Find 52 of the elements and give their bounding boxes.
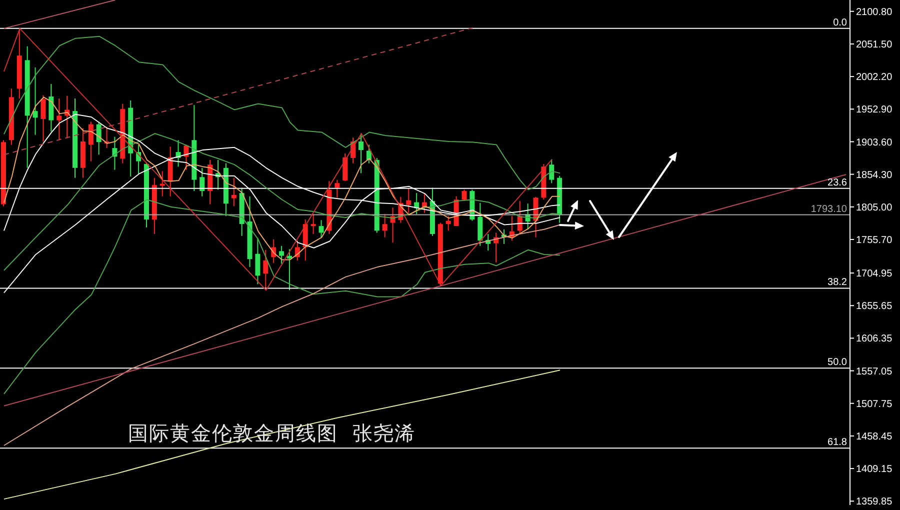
line-series [3, 96, 561, 260]
y-tick-label: 2051.50 [856, 40, 893, 51]
y-tick-label: 2002.20 [856, 72, 893, 84]
candlestick [390, 207, 396, 244]
y-tick-label: 1903.60 [856, 137, 893, 148]
y-tick-label: 1952.90 [856, 104, 893, 116]
line-series [3, 370, 561, 500]
annotation: 0.0 [833, 17, 848, 28]
y-tick-label: 1704.95 [856, 268, 893, 280]
candlestick [462, 189, 467, 202]
line-series [3, 133, 561, 271]
candlestick [318, 220, 324, 238]
line-series [3, 28, 553, 291]
candlestick [358, 133, 364, 174]
y-tick-label: 2100.80 [856, 6, 893, 18]
candlestick [478, 202, 483, 246]
annotation: 61.8 [828, 437, 848, 448]
y-tick-label: 1507.75 [856, 398, 893, 410]
line-series [3, 36, 561, 190]
candlestick [255, 237, 260, 285]
candlestick [48, 83, 54, 132]
annotation: 38.2 [828, 277, 848, 288]
candlestick [32, 66, 38, 136]
y-tick-label: 1458.45 [856, 432, 893, 443]
candlestick [200, 167, 205, 197]
annotation: 23.6 [828, 177, 848, 188]
candlestick [406, 187, 412, 214]
candlestick [88, 121, 94, 162]
line-series [3, 224, 561, 446]
candlestick [56, 98, 62, 141]
y-tick-label: 1409.15 [856, 464, 893, 476]
y-tick-label: 1755.70 [856, 235, 893, 246]
candlestick [40, 94, 46, 142]
y-tick-label: 1606.35 [856, 334, 893, 345]
y-tick-label: 1557.05 [856, 366, 893, 378]
candlestick [446, 216, 451, 232]
candlestick [279, 245, 284, 264]
candlestick [96, 121, 102, 156]
ref-line-label: 1793.10 [810, 204, 848, 215]
candlestick [549, 158, 554, 184]
annotation: 50.0 [828, 357, 848, 368]
candlestick [382, 214, 388, 238]
y-tick-label: 1854.30 [856, 170, 893, 181]
candlestick [231, 177, 236, 207]
y-tick-label: 1359.85 [856, 496, 893, 508]
candlestick [263, 249, 268, 291]
y-tick-label: 1655.65 [856, 301, 893, 312]
candlestick [334, 179, 340, 198]
candlestick [342, 152, 348, 182]
y-tick-label: 1805.00 [856, 202, 893, 214]
line-series [3, 199, 561, 394]
candlestick [310, 214, 316, 234]
